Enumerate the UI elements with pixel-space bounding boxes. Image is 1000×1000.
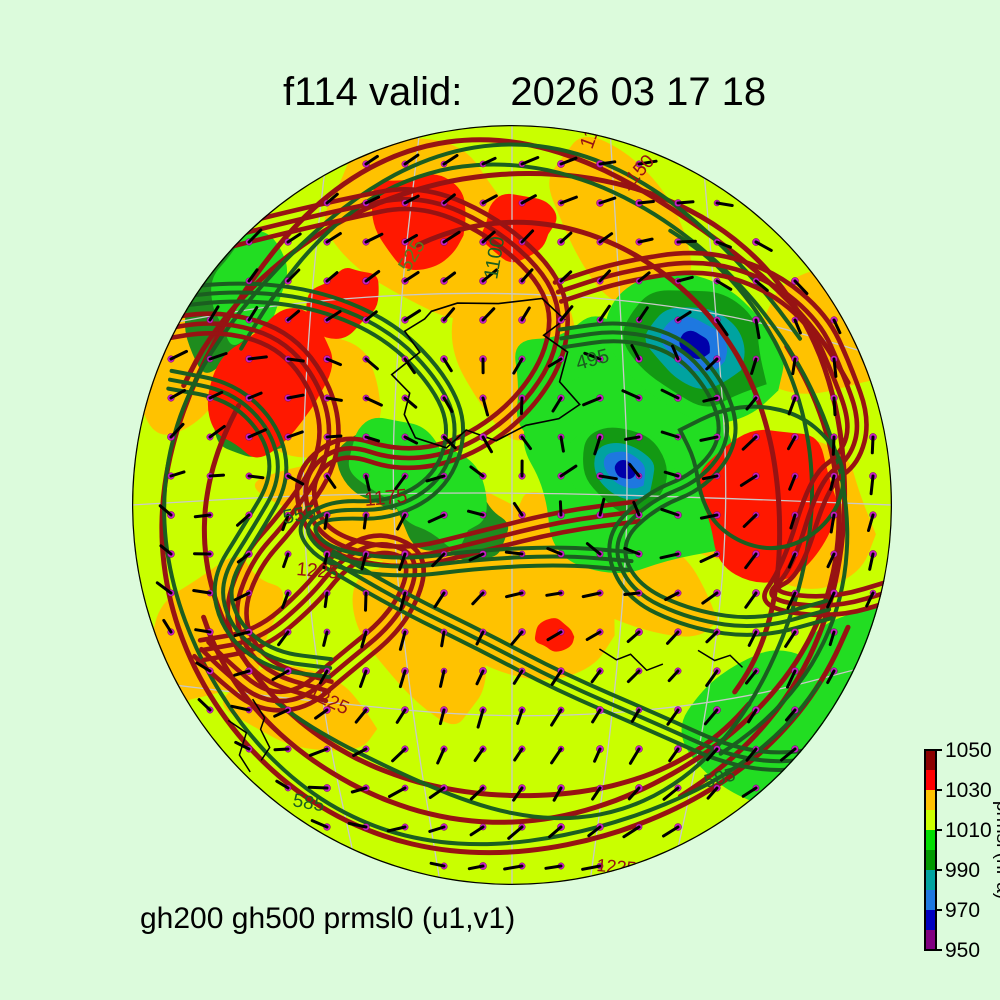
svg-text:1010: 1010 (945, 819, 992, 842)
svg-text:prmsl (hPa): prmsl (hPa) (992, 801, 1000, 899)
svg-text:1050: 1050 (945, 739, 992, 762)
svg-text:1225: 1225 (296, 559, 340, 584)
svg-text:f114 valid:2026 03 17 18: f114 valid: 2026 03 17 18 (283, 70, 766, 114)
svg-text:1175: 1175 (364, 485, 409, 511)
svg-text:1030: 1030 (945, 779, 992, 802)
svg-text:gh200 gh500 prmsl0 (u1,v1): gh200 gh500 prmsl0 (u1,v1) (140, 902, 515, 935)
svg-text:970: 970 (945, 899, 980, 922)
svg-text:990: 990 (945, 859, 980, 882)
svg-text:950: 950 (945, 939, 980, 962)
